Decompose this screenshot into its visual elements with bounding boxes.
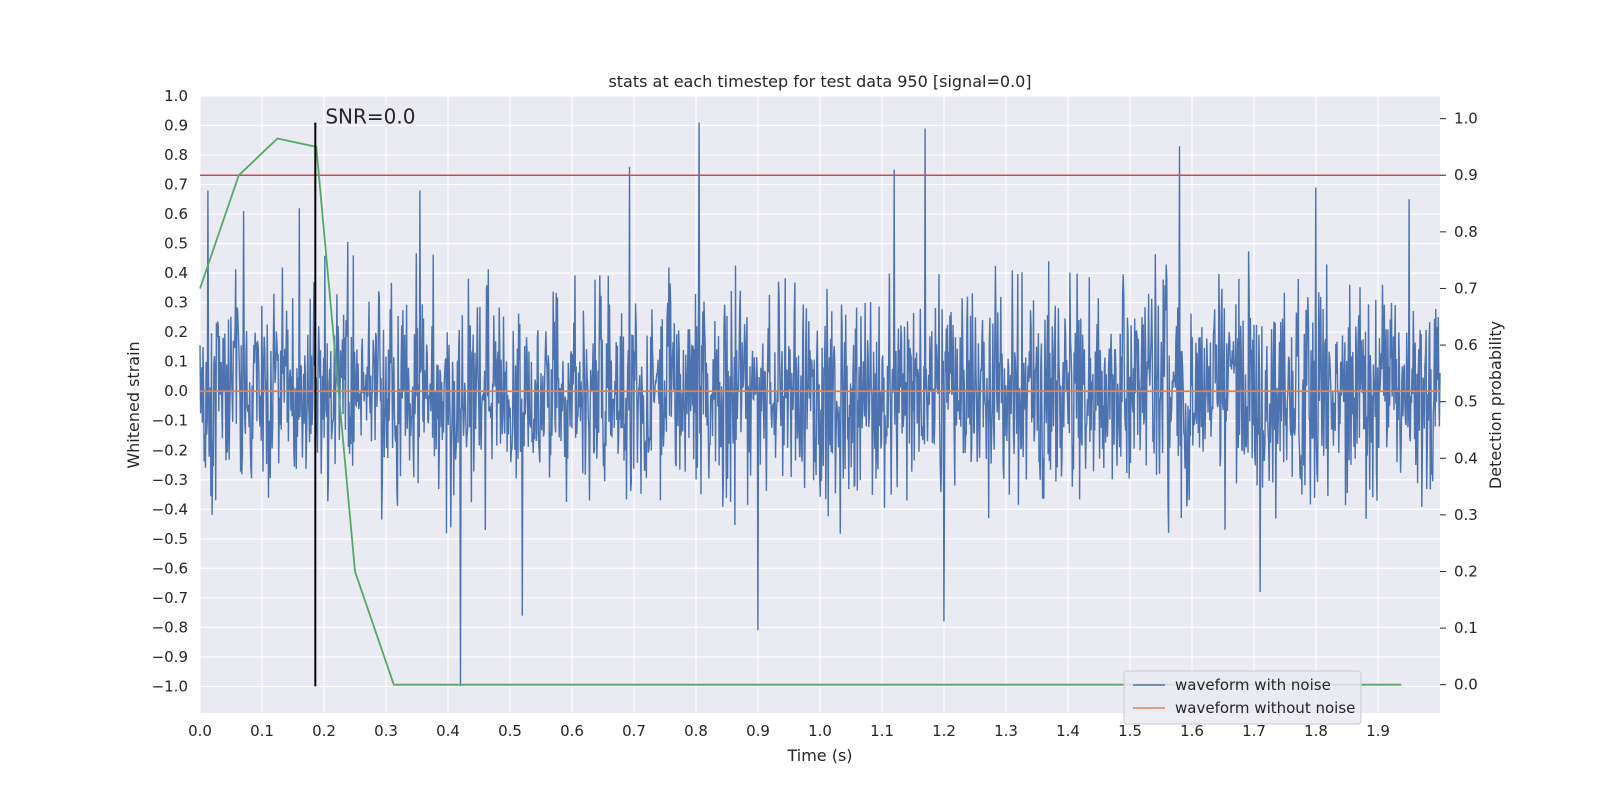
y-tick-label: −0.4 xyxy=(152,500,188,518)
x-tick-label: 0.7 xyxy=(622,722,646,740)
x-tick-label: 1.8 xyxy=(1304,722,1328,740)
y-tick-label: −0.9 xyxy=(152,648,188,666)
y-tick-label: −0.3 xyxy=(152,471,188,489)
y-tick-label: −0.1 xyxy=(152,412,188,430)
x-tick-label: 1.0 xyxy=(808,722,832,740)
x-tick-label: 0.5 xyxy=(498,722,522,740)
y2-tick-label: 0.6 xyxy=(1454,336,1478,354)
y2-tick-label: 0.9 xyxy=(1454,166,1478,184)
x-tick-label: 0.8 xyxy=(684,722,708,740)
y-tick-label: 0.5 xyxy=(164,235,188,253)
y2-tick-label: 0.8 xyxy=(1454,223,1478,241)
x-tick-label: 1.5 xyxy=(1118,722,1142,740)
legend-label-clean: waveform without noise xyxy=(1175,699,1355,717)
x-tick-label: 0.6 xyxy=(560,722,584,740)
x-tick-label: 1.3 xyxy=(994,722,1018,740)
y-tick-label: −0.7 xyxy=(152,589,188,607)
y2-tick-label: 0.0 xyxy=(1454,676,1478,694)
y-axis-label: Whitened strain xyxy=(124,341,143,468)
x-tick-label: 1.6 xyxy=(1180,722,1204,740)
series-layer: SNR=0.0 xyxy=(199,105,1441,687)
y-tick-label: 0.8 xyxy=(164,146,188,164)
y-tick-label: −0.2 xyxy=(152,441,188,459)
ticks: 0.0 0.1 0.2 0.3 0.4 0.5 0.6 0.7 0.8 0.9 1.0 1.1 1.2 1… xyxy=(152,87,1478,740)
y-tick-label: 0.2 xyxy=(164,323,188,341)
y2-tick-label: 0.4 xyxy=(1454,449,1478,467)
y-tick-label: 1.0 xyxy=(164,87,188,105)
snr-annotation: SNR=0.0 xyxy=(325,105,415,129)
y-tick-label: −0.6 xyxy=(152,559,188,577)
y2-tick-label: 1.0 xyxy=(1454,110,1478,128)
x-tick-label: 0.3 xyxy=(374,722,398,740)
series-waveform-with-noise xyxy=(199,122,1441,687)
y2-axis-label: Detection probability xyxy=(1486,321,1505,489)
series-detection-probability xyxy=(199,137,1402,686)
y-tick-label: −0.5 xyxy=(152,530,188,548)
y2-tick-label: 0.5 xyxy=(1454,393,1478,411)
y-tick-label: 0.1 xyxy=(164,353,188,371)
y-tick-label: 0.0 xyxy=(164,382,188,400)
legend-box xyxy=(1123,670,1362,725)
x-tick-label: 0.0 xyxy=(188,722,212,740)
x-tick-label: 1.2 xyxy=(932,722,956,740)
y-tick-label: −1.0 xyxy=(152,677,188,695)
y-tick-label: 0.6 xyxy=(164,205,188,223)
y-tick-label: 0.9 xyxy=(164,117,188,135)
y2-tick-label: 0.7 xyxy=(1454,279,1478,297)
x-tick-label: 0.9 xyxy=(746,722,770,740)
y-tick-label: 0.4 xyxy=(164,264,188,282)
x-tick-label: 1.7 xyxy=(1242,722,1266,740)
chart-title: stats at each timestep for test data 950… xyxy=(608,72,1031,91)
legend: waveform with noise waveform without noi… xyxy=(1123,670,1362,725)
x-tick-label: 0.4 xyxy=(436,722,460,740)
y-tick-label: 0.7 xyxy=(164,176,188,194)
x-tick-label: 1.1 xyxy=(870,722,894,740)
y2-tick-label: 0.3 xyxy=(1454,506,1478,524)
x-axis-label: Time (s) xyxy=(786,746,852,765)
x-tick-label: 0.2 xyxy=(312,722,336,740)
x-tick-label: 1.4 xyxy=(1056,722,1080,740)
x-tick-label: 1.9 xyxy=(1366,722,1390,740)
y-tick-label: 0.3 xyxy=(164,294,188,312)
x-tick-label: 0.1 xyxy=(250,722,274,740)
legend-label-noise: waveform with noise xyxy=(1175,676,1331,694)
y2-tick-label: 0.1 xyxy=(1454,619,1478,637)
y-tick-label: −0.8 xyxy=(152,618,188,636)
y2-tick-label: 0.2 xyxy=(1454,562,1478,580)
